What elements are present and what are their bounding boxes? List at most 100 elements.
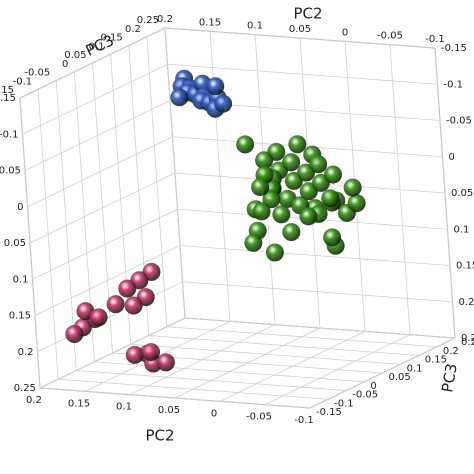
point bbox=[262, 190, 281, 209]
point bbox=[236, 135, 255, 154]
grid-line bbox=[184, 317, 456, 339]
x-tick-label: 0.05 bbox=[289, 24, 311, 35]
point bbox=[321, 189, 340, 208]
y-tick-label: 0.1 bbox=[407, 363, 423, 374]
point bbox=[65, 325, 84, 343]
grid-line bbox=[39, 317, 186, 389]
y-tick-label: 0.25 bbox=[461, 337, 474, 348]
x-tick-label: 0.15 bbox=[68, 398, 90, 409]
grid-line bbox=[164, 27, 436, 49]
grid-line bbox=[29, 172, 176, 244]
y-tick-label: -0.15 bbox=[0, 85, 14, 96]
z-tick-label: -0.1 bbox=[0, 129, 19, 140]
z-tick-label: 0.2 bbox=[18, 347, 34, 358]
grid-line bbox=[27, 136, 173, 208]
ticks: 0.20.20.150.150.10.10.050.0500-0.05-0.05… bbox=[0, 14, 474, 426]
grid bbox=[19, 27, 456, 409]
x-tick-label: 0 bbox=[342, 27, 348, 38]
z-tick-label: -0.15 bbox=[0, 93, 16, 104]
x-tick-label: 0.1 bbox=[247, 21, 263, 32]
grid-line bbox=[39, 387, 311, 409]
z-tick-label: 0 bbox=[17, 202, 23, 213]
grid-line bbox=[148, 335, 419, 356]
point bbox=[125, 345, 144, 364]
grid-line bbox=[166, 326, 437, 348]
z-tick-label: -0.15 bbox=[441, 43, 467, 54]
grid-line bbox=[58, 378, 329, 400]
point bbox=[255, 151, 274, 170]
point bbox=[118, 279, 137, 298]
z-tick-label: 0.1 bbox=[13, 274, 29, 285]
z-tick-label: -0.05 bbox=[446, 116, 472, 127]
x-tick-label: 0.05 bbox=[158, 405, 180, 416]
x-tick-label: -0.05 bbox=[377, 31, 403, 42]
x-tick-label: 0.15 bbox=[199, 17, 221, 28]
grid-line bbox=[34, 245, 181, 316]
y-tick-label: -0.1 bbox=[334, 398, 354, 409]
z-tick-label: 0.05 bbox=[451, 188, 473, 199]
grid-line bbox=[22, 63, 168, 135]
grid-line bbox=[179, 245, 451, 266]
y-tick-label: 0.15 bbox=[100, 33, 122, 44]
z-tick-label: -0.1 bbox=[444, 79, 464, 90]
y-tick-label: 0.15 bbox=[425, 355, 447, 366]
grid-line bbox=[37, 281, 183, 353]
point bbox=[106, 295, 125, 314]
grid-line bbox=[182, 281, 453, 303]
point bbox=[343, 178, 362, 197]
x-axis-label: PC2 bbox=[293, 5, 322, 23]
grid-line bbox=[24, 100, 171, 171]
z-tick-label: 0.25 bbox=[14, 383, 36, 394]
point bbox=[252, 202, 271, 221]
grid-line bbox=[32, 208, 178, 280]
point bbox=[282, 153, 301, 172]
y-tick-label: 0.2 bbox=[125, 24, 141, 35]
x-tick-label: 0 bbox=[211, 408, 217, 419]
y-tick-label: 0.2 bbox=[443, 346, 459, 357]
x-tick-label: -0.05 bbox=[246, 412, 272, 423]
point bbox=[265, 243, 284, 262]
y-tick-label: -0.05 bbox=[24, 68, 50, 79]
y-tick-label: 0 bbox=[370, 381, 376, 392]
y-tick-label: 0 bbox=[62, 59, 68, 70]
point bbox=[323, 228, 342, 247]
y-tick-label: 0.05 bbox=[389, 372, 411, 383]
point bbox=[244, 233, 263, 252]
grid-line bbox=[167, 63, 438, 85]
x-tick-label: -0.1 bbox=[294, 415, 314, 426]
grid-line bbox=[94, 361, 365, 383]
point bbox=[89, 308, 108, 327]
x-axis-label: PC2 bbox=[145, 427, 174, 445]
x-tick-label: 0.1 bbox=[116, 402, 132, 413]
y-tick-label: 0.05 bbox=[64, 50, 86, 61]
point bbox=[288, 135, 307, 154]
point bbox=[214, 94, 233, 113]
point bbox=[324, 165, 342, 184]
point bbox=[251, 178, 270, 197]
point bbox=[282, 223, 301, 242]
grid-line bbox=[19, 27, 166, 99]
z-tick-label: 0 bbox=[449, 152, 455, 163]
z-tick-label: 0.05 bbox=[4, 238, 26, 249]
point bbox=[309, 155, 328, 174]
y-tick-label: -0.15 bbox=[316, 407, 342, 418]
z-tick-label: 0.15 bbox=[456, 261, 474, 272]
point bbox=[347, 194, 366, 213]
y-axis-label: PC3 bbox=[438, 362, 461, 394]
grid-line bbox=[172, 136, 443, 158]
y-tick-label: -0.05 bbox=[352, 390, 378, 401]
point bbox=[170, 88, 189, 107]
x-tick-label: 0.2 bbox=[157, 14, 173, 25]
z-tick-label: 0.15 bbox=[9, 311, 31, 322]
points bbox=[65, 69, 366, 373]
z-tick-label: -0.05 bbox=[0, 166, 21, 177]
y-tick-label: 0.1 bbox=[89, 41, 105, 52]
point bbox=[124, 296, 143, 315]
z-tick-label: 0.25 bbox=[461, 333, 474, 344]
grid-line bbox=[76, 370, 347, 391]
x-tick-label: -0.1 bbox=[425, 34, 445, 45]
point bbox=[299, 207, 318, 226]
point bbox=[272, 205, 291, 224]
grid-line bbox=[130, 343, 401, 365]
